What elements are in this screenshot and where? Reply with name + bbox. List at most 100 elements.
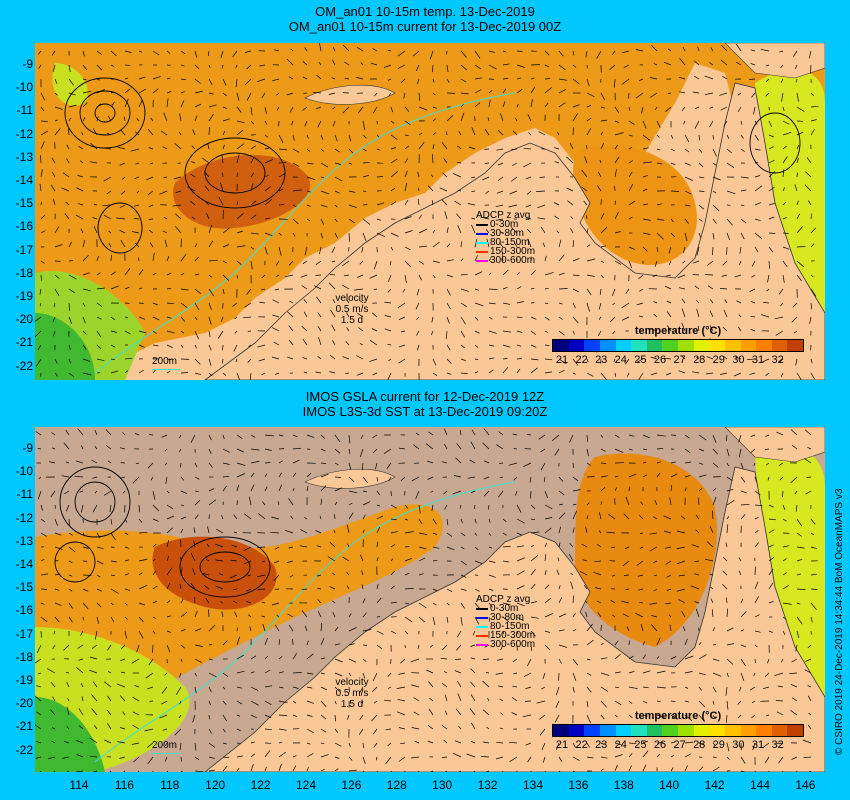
current-arrow — [334, 501, 338, 506]
current-arrow — [264, 232, 273, 237]
current-arrow — [665, 602, 672, 605]
current-arrow — [628, 146, 633, 150]
current-arrow — [497, 658, 504, 661]
current-arrow — [68, 117, 72, 122]
current-arrow — [180, 658, 183, 662]
current-arrow — [638, 274, 644, 280]
current-arrow — [751, 714, 756, 719]
current-arrow — [346, 312, 350, 318]
current-arrow — [558, 102, 566, 108]
current-arrow — [124, 77, 129, 80]
current-arrow — [456, 644, 462, 651]
current-arrow — [796, 246, 806, 248]
current-arrow — [523, 162, 532, 168]
current-arrow — [159, 190, 168, 195]
latitude-tick: -22 — [15, 358, 33, 373]
current-arrow — [413, 697, 420, 702]
arrow-icon — [476, 259, 488, 262]
current-arrow — [145, 672, 154, 679]
current-arrow — [278, 232, 282, 236]
arrow-icon — [476, 643, 488, 646]
current-arrow — [460, 358, 466, 362]
current-arrow — [704, 558, 714, 562]
current-arrow — [525, 742, 532, 746]
current-arrow — [597, 600, 602, 604]
current-arrow — [719, 92, 728, 96]
current-arrow — [614, 78, 616, 88]
current-arrow — [342, 284, 350, 290]
current-arrow — [544, 517, 553, 520]
current-arrow — [152, 330, 157, 334]
current-arrow — [222, 372, 227, 376]
current-arrow — [96, 532, 101, 539]
current-arrow — [754, 490, 761, 496]
current-arrow — [264, 134, 269, 138]
current-arrow — [614, 475, 619, 478]
current-arrow — [362, 204, 368, 206]
current-arrow — [636, 560, 644, 566]
current-arrow — [676, 588, 686, 592]
current-arrow — [704, 274, 714, 276]
current-arrow — [446, 288, 451, 296]
current-arrow — [740, 232, 745, 240]
current-arrow — [483, 490, 490, 497]
current-arrow — [726, 162, 735, 168]
current-arrow — [398, 344, 406, 348]
current-arrow — [203, 585, 210, 590]
current-arrow — [446, 546, 455, 551]
current-arrow — [230, 559, 238, 562]
current-arrow — [654, 574, 658, 577]
current-arrow — [180, 528, 184, 534]
current-arrow — [190, 583, 196, 590]
current-arrow — [222, 144, 225, 150]
current-arrow — [651, 45, 658, 52]
current-arrow — [670, 148, 675, 152]
colorbar-swatch — [787, 340, 803, 351]
current-arrow — [666, 574, 672, 578]
current-arrow — [35, 316, 42, 322]
current-arrow — [600, 274, 604, 279]
current-arrow — [372, 728, 378, 735]
current-arrow — [274, 288, 280, 291]
current-arrow — [306, 148, 311, 152]
current-arrow — [236, 473, 246, 478]
current-arrow — [54, 532, 62, 536]
current-arrow — [376, 630, 384, 635]
current-arrow — [180, 504, 184, 507]
current-arrow — [404, 216, 412, 220]
current-arrow — [250, 183, 254, 192]
colorbar-label: 26 — [653, 739, 667, 751]
current-arrow — [682, 260, 686, 264]
current-arrow — [418, 245, 428, 248]
current-arrow — [614, 671, 621, 674]
current-arrow — [119, 756, 126, 759]
current-arrow — [810, 105, 819, 108]
current-arrow — [40, 130, 49, 136]
current-arrow — [288, 76, 294, 80]
current-arrow — [362, 514, 366, 520]
current-arrow — [460, 64, 468, 71]
current-arrow — [274, 588, 280, 591]
colorbar-label: 25 — [634, 739, 647, 751]
current-arrow — [94, 446, 98, 450]
current-arrow — [356, 372, 364, 376]
current-arrow — [194, 476, 200, 480]
current-arrow — [684, 448, 691, 453]
current-arrow — [570, 581, 574, 590]
adcp-legend-entry: 30-80m — [476, 613, 535, 623]
current-arrow — [54, 588, 60, 591]
current-arrow — [348, 627, 357, 632]
current-arrow — [165, 476, 168, 485]
current-arrow — [736, 300, 742, 304]
current-arrow — [334, 434, 341, 443]
current-arrow — [234, 611, 238, 618]
current-arrow — [418, 92, 421, 101]
current-arrow — [426, 460, 434, 464]
bottom-map — [35, 427, 825, 772]
current-arrow — [390, 585, 395, 590]
current-arrow — [385, 728, 392, 731]
current-arrow — [698, 434, 707, 441]
current-arrow — [194, 288, 202, 294]
current-arrow — [544, 255, 547, 262]
current-arrow — [220, 182, 224, 192]
